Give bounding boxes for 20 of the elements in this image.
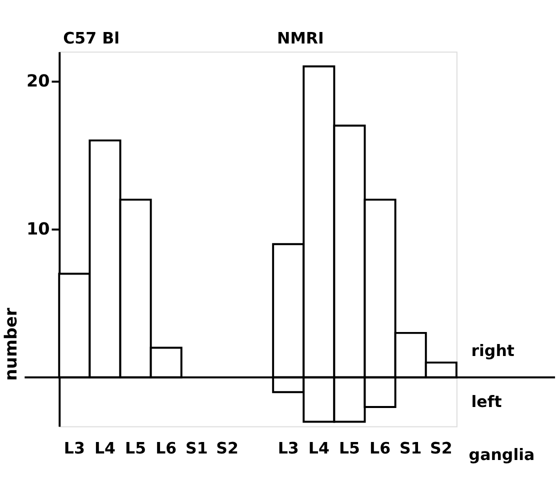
text: C57 Bl <box>63 28 120 48</box>
x-tick-label: L5 <box>125 438 146 458</box>
y-axis-title: number <box>0 307 21 381</box>
x-tick-label: L6 <box>156 438 177 458</box>
x-tick-label: L6 <box>370 438 391 458</box>
text: left <box>471 392 502 411</box>
text: NMRI <box>277 28 324 48</box>
x-tick-label: L3 <box>64 438 85 458</box>
x-tick-label: S1 <box>186 438 208 458</box>
x-tick-label: S2 <box>430 438 452 458</box>
series-label: right <box>471 341 515 360</box>
x-tick-label: L4 <box>308 438 330 458</box>
x-tick-label: L4 <box>94 438 116 458</box>
x-tick-label: L5 <box>338 438 360 458</box>
x-tick-label: S2 <box>216 438 238 458</box>
x-tick-label: S1 <box>399 438 422 458</box>
x-axis-title: ganglia <box>468 445 535 464</box>
y-tick-label: 10 <box>26 218 50 239</box>
x-tick-label: L3 <box>278 438 299 458</box>
y-tick-label: 20 <box>26 70 50 91</box>
